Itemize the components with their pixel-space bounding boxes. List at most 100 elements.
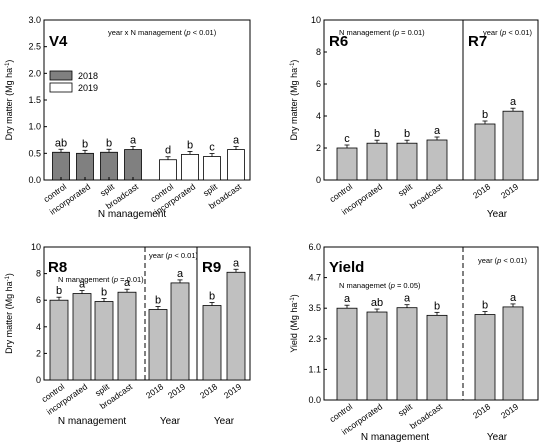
y-tick-label: 1.0 <box>28 122 41 132</box>
panel-annotation: year (p < 0.01) <box>483 28 532 37</box>
bar <box>336 147 358 181</box>
panel-annotation: N managemet (p = 0.05) <box>339 281 421 290</box>
y-tick-label: 6.0 <box>308 242 321 252</box>
bar <box>100 151 118 181</box>
significance-letter: c <box>344 133 350 145</box>
panel-title: V4 <box>49 33 68 50</box>
x-axis-label: N management <box>98 209 167 220</box>
bar <box>366 311 388 401</box>
significance-letter: a <box>177 268 184 280</box>
significance-letter: a <box>124 277 131 289</box>
chart-r6-r7: 0 2 4 6 8 10 Dry matter (Mg ha-1) R6 R7 N managem… <box>289 15 539 220</box>
y-tick-label: 2.3 <box>308 334 321 344</box>
y-axis-label: Dry matter (Mg ha-1) <box>4 60 14 141</box>
bar <box>72 293 92 381</box>
x-tick-label: broadcast <box>408 181 445 211</box>
panel-title: Yield <box>329 259 364 276</box>
significance-letter: b <box>187 139 193 151</box>
bar <box>426 139 448 181</box>
y-tick-label: 8 <box>36 269 41 279</box>
bar <box>336 307 358 401</box>
x-tick-label: 2019 <box>166 381 187 400</box>
plot-frame <box>43 246 251 381</box>
bar <box>170 282 190 381</box>
bar <box>366 142 388 181</box>
bar <box>502 306 524 401</box>
bar <box>148 309 168 381</box>
bar <box>502 110 524 181</box>
significance-letter: c <box>209 142 215 154</box>
y-tick-label: 4 <box>316 111 321 121</box>
legend-swatch-2019 <box>49 82 73 93</box>
significance-letter: a <box>233 135 240 147</box>
x-tick-label: split <box>396 181 415 198</box>
panel-annotation: N management (p = 0.01) <box>58 275 144 284</box>
bar <box>49 299 69 381</box>
bar <box>159 159 177 181</box>
significance-letter: a <box>233 257 240 269</box>
panel-title: R6 <box>329 33 348 50</box>
y-tick-label: 4 <box>36 322 41 332</box>
significance-letter: b <box>209 291 215 303</box>
x-axis-label: Year <box>214 416 235 427</box>
significance-letter: a <box>434 125 441 137</box>
panel-annotation: N management (p = 0.01) <box>339 28 425 37</box>
bar <box>396 142 418 181</box>
significance-letter: a <box>130 135 137 147</box>
significance-letter: b <box>374 128 380 140</box>
x-tick-label: split <box>396 401 415 418</box>
bar <box>117 291 137 381</box>
bar <box>52 151 70 181</box>
chart-r8-r9: 0 2 4 6 8 10 Dry matter (Mg ha-1) R8 R9 N managem… <box>4 242 251 427</box>
significance-letter: a <box>510 96 517 108</box>
bar <box>203 156 221 181</box>
y-tick-label: 2 <box>316 143 321 153</box>
significance-letter: b <box>434 300 440 312</box>
bar <box>227 149 245 181</box>
x-tick-label: 2018 <box>471 401 492 420</box>
x-tick-label: 2018 <box>198 381 219 400</box>
bar <box>181 153 199 181</box>
legend-swatch-2018 <box>49 70 73 81</box>
bar <box>396 307 418 401</box>
significance-letter: ab <box>55 137 67 149</box>
bar <box>76 152 94 181</box>
significance-letter: a <box>79 279 86 291</box>
y-axis-label: Dry matter (Mg ha-1) <box>289 60 299 141</box>
bar <box>474 123 496 181</box>
significance-letter: b <box>106 137 112 149</box>
x-axis-label: Year <box>487 432 508 443</box>
significance-letter: b <box>482 300 488 312</box>
x-axis-label: N management <box>361 432 430 443</box>
bar <box>94 301 114 381</box>
x-tick-label: 2018 <box>144 381 165 400</box>
legend-label: 2019 <box>78 83 98 93</box>
bar <box>426 314 448 401</box>
significance-letter: b <box>56 285 62 297</box>
y-tick-label: 1.1 <box>308 364 321 374</box>
x-tick-label: 2019 <box>222 381 243 400</box>
y-tick-label: 6 <box>36 295 41 305</box>
panel-annotation: year x N management (p < 0.01) <box>108 28 217 37</box>
panel-annotation: year (p < 0.01) <box>149 251 198 260</box>
panel-title: R9 <box>202 259 221 276</box>
y-axis-label: Dry matter (Mg ha-1) <box>4 273 14 354</box>
x-tick-label: 2018 <box>471 181 492 200</box>
legend-label: 2018 <box>78 71 98 81</box>
plot-frame <box>43 19 251 181</box>
significance-letter: b <box>101 287 107 299</box>
y-tick-label: 2 <box>36 348 41 358</box>
y-tick-label: 6 <box>316 79 321 89</box>
x-axis-label: Year <box>487 209 508 220</box>
y-tick-label: 2.5 <box>28 42 41 52</box>
significance-letter: ab <box>371 297 383 309</box>
y-tick-label: 1.5 <box>28 95 41 105</box>
y-tick-label: 10 <box>31 242 41 252</box>
significance-letter: d <box>165 145 171 157</box>
y-tick-label: 0 <box>36 375 41 385</box>
y-tick-label: 0 <box>316 175 321 185</box>
significance-letter: b <box>155 295 161 307</box>
x-tick-label: broadcast <box>408 401 445 431</box>
significance-letter: a <box>510 292 517 304</box>
